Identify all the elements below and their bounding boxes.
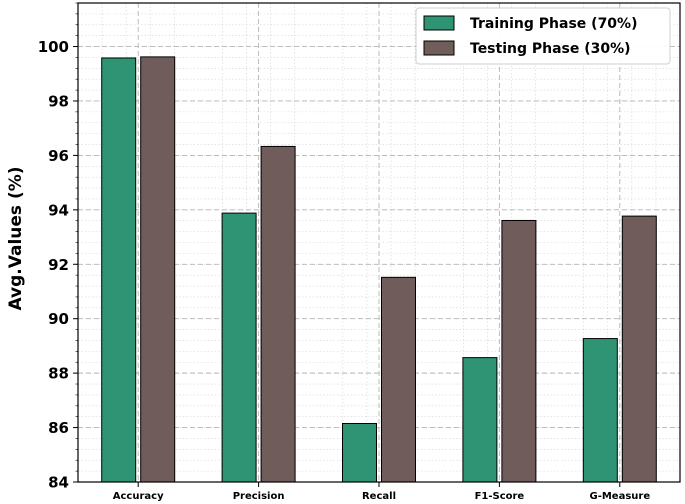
x-axis-ticks: Accuracy Precision Recall F1-Score G-Measure xyxy=(113,482,650,502)
y-tick-label: 100 xyxy=(38,38,69,56)
x-tick-label: Precision xyxy=(233,491,285,502)
bars xyxy=(101,56,657,483)
legend-label: Testing Phase (30%) xyxy=(470,41,631,57)
x-tick-label: F1-Score xyxy=(475,491,525,502)
legend-swatch xyxy=(423,40,455,56)
bar-recall-series-1 xyxy=(342,422,377,483)
legend: Training Phase (70%) Testing Phase (30%) xyxy=(415,7,671,65)
y-tick-label: 94 xyxy=(48,201,69,219)
x-tick-label: Recall xyxy=(362,491,396,502)
bar-g-measure-series-2 xyxy=(621,215,657,483)
y-tick-label: 92 xyxy=(48,256,69,274)
x-tick-label: Accuracy xyxy=(113,491,164,502)
bar-g-measure-series-1 xyxy=(582,338,618,483)
bar-precision-series-2 xyxy=(260,145,296,483)
bar-accuracy-series-1 xyxy=(101,57,137,483)
y-tick-label: 86 xyxy=(48,419,69,437)
y-tick-label: 88 xyxy=(48,365,69,383)
y-axis-ticks: 84 86 88 90 92 94 96 98 100 xyxy=(38,2,78,492)
bar-accuracy-series-2 xyxy=(140,56,176,483)
legend-label: Training Phase (70%) xyxy=(470,16,637,32)
y-tick-label: 98 xyxy=(48,92,69,110)
legend-box xyxy=(415,7,671,65)
bar-f1-score-series-2 xyxy=(501,219,537,483)
x-tick-label: G-Measure xyxy=(589,491,650,502)
y-tick-label: 84 xyxy=(48,474,69,492)
major-grid xyxy=(78,3,680,483)
y-tick-label: 96 xyxy=(48,147,69,165)
bar-precision-series-1 xyxy=(221,212,257,483)
y-tick-label: 90 xyxy=(48,310,69,328)
bar-recall-series-2 xyxy=(381,276,416,483)
legend-swatch xyxy=(423,15,455,31)
bar-f1-score-series-1 xyxy=(462,357,498,483)
y-axis-label: Avg.Values (%) xyxy=(6,166,26,310)
